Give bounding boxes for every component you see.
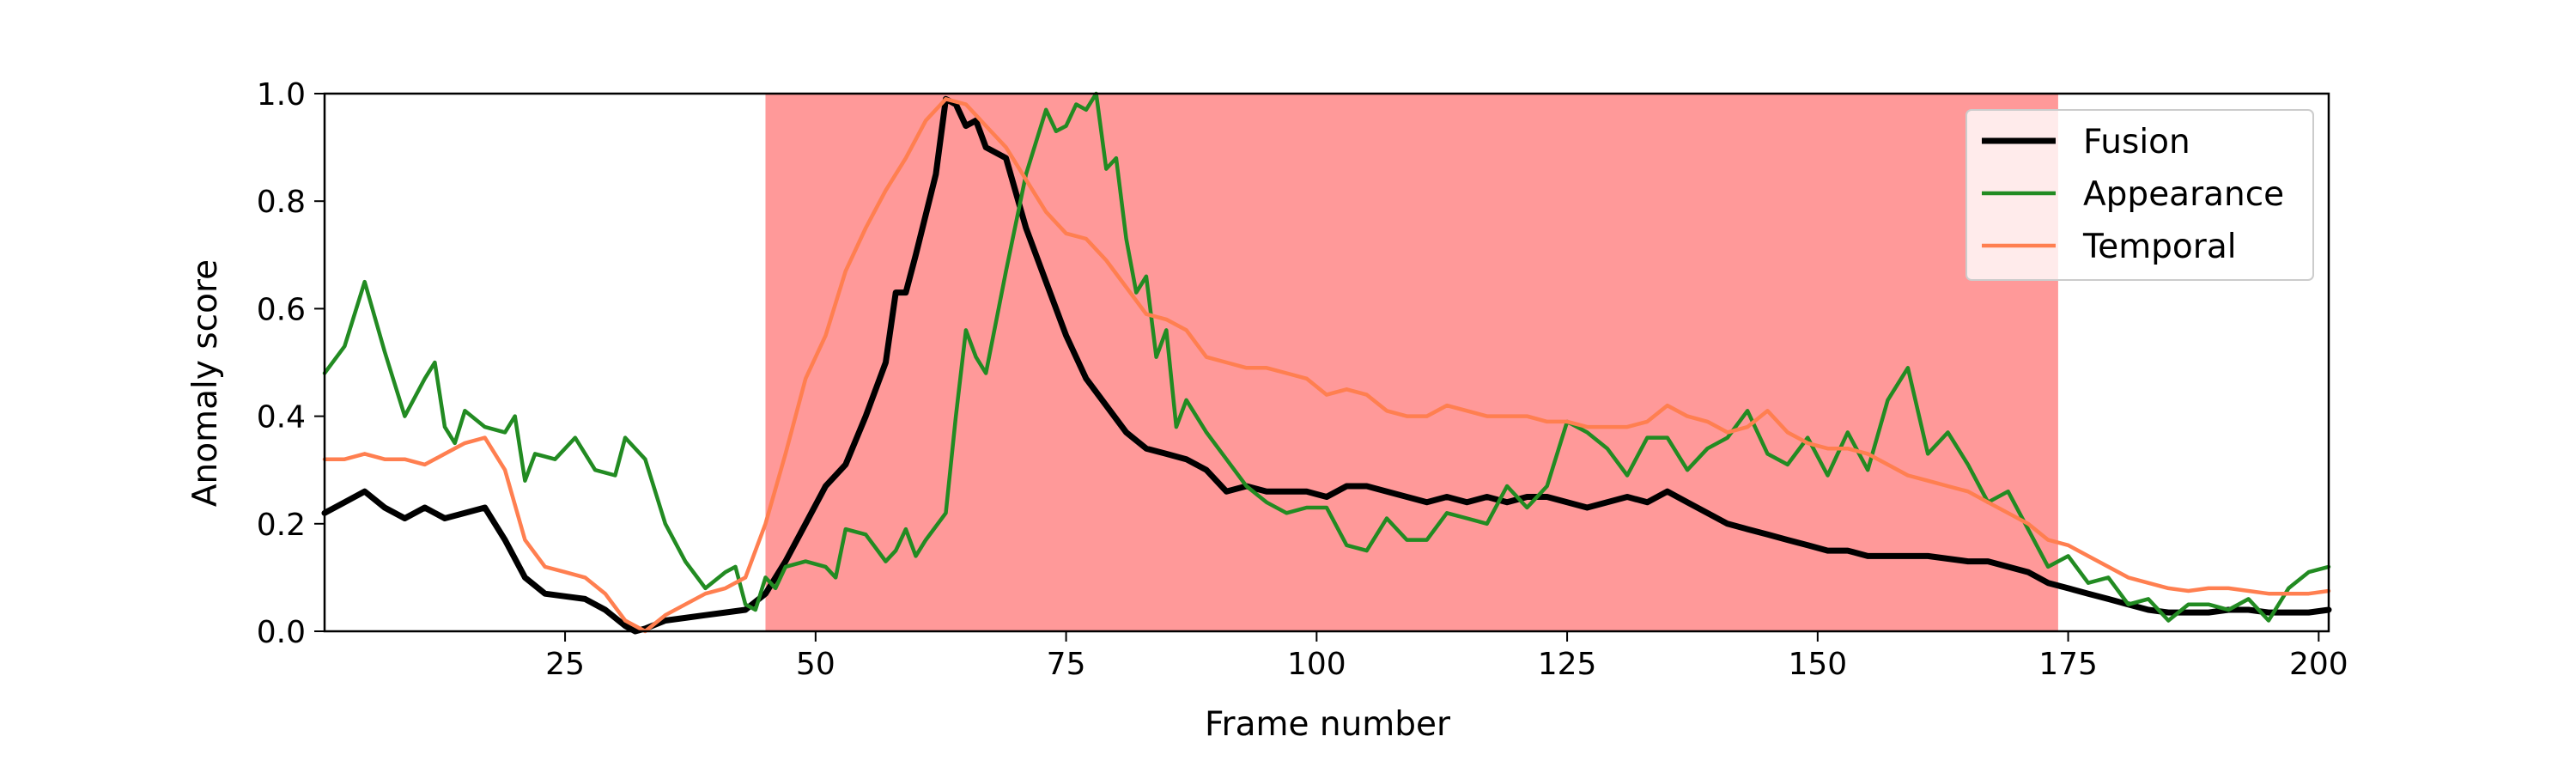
legend-label-temporal: Temporal xyxy=(2082,228,2237,266)
series-line-appearance xyxy=(322,91,2331,623)
y-tick-label: 0.8 xyxy=(257,185,306,220)
x-tick-label: 150 xyxy=(1788,647,1847,682)
x-tick-label: 125 xyxy=(1538,647,1597,682)
series-lines xyxy=(321,91,2332,635)
x-tick-label: 50 xyxy=(796,647,835,682)
y-tick-label: 0.0 xyxy=(257,615,306,650)
y-tick-label: 0.4 xyxy=(257,400,306,435)
legend-label-appearance: Appearance xyxy=(2083,175,2284,214)
y-axis-title: Anomaly score xyxy=(186,259,225,507)
plot-frame xyxy=(323,92,2330,633)
legend-box xyxy=(1965,109,2314,281)
y-tick-label: 1.0 xyxy=(257,77,306,113)
highlight-region xyxy=(765,94,2058,631)
x-tick-label: 25 xyxy=(545,647,585,682)
x-tick-label: 200 xyxy=(2289,647,2348,682)
y-tick-label: 0.2 xyxy=(257,508,306,543)
x-axis: 25 50 75 100 125 150 175 200 xyxy=(545,631,2348,682)
series-line-temporal xyxy=(322,97,2331,634)
x-tick-label: 175 xyxy=(2038,647,2098,682)
x-tick-label: 75 xyxy=(1047,647,1086,682)
legend: Fusion Appearance Temporal xyxy=(1965,109,2314,281)
y-axis: 0.0 0.2 0.4 0.6 0.8 1.0 xyxy=(257,77,325,650)
legend-label-fusion: Fusion xyxy=(2083,123,2190,161)
y-tick-label: 0.6 xyxy=(257,292,306,327)
plot-area xyxy=(321,91,2332,635)
x-tick-label: 100 xyxy=(1287,647,1346,682)
x-axis-title: Frame number xyxy=(1205,705,1451,744)
